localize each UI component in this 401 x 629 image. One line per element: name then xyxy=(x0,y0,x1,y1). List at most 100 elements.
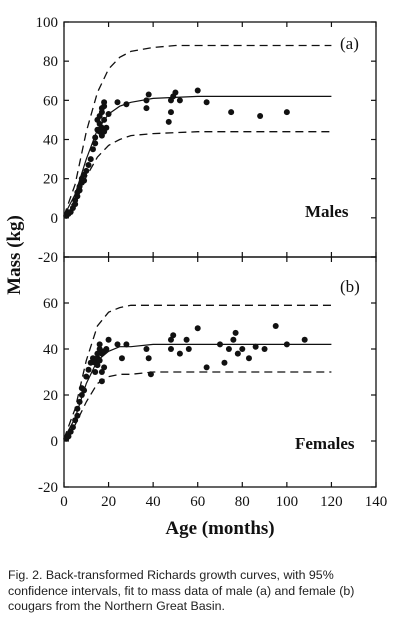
cougar-growth-figure: Mass (kg) Age (months) (a) Males (b) Fem… xyxy=(4,15,388,539)
data-point xyxy=(69,424,76,431)
data-point xyxy=(143,346,150,352)
data-point xyxy=(103,124,110,131)
x-tick-label: 40 xyxy=(146,494,161,510)
data-point xyxy=(78,392,85,398)
data-point xyxy=(101,99,108,106)
data-point xyxy=(103,346,110,352)
panel-a: (a) Males xyxy=(305,34,359,221)
data-point xyxy=(172,89,179,96)
data-point xyxy=(283,341,290,348)
y-tick-label: 40 xyxy=(43,342,58,358)
panel-b-label: (b) xyxy=(340,277,360,296)
data-point xyxy=(176,350,183,357)
data-point xyxy=(83,167,90,174)
data-point xyxy=(283,109,290,116)
x-tick-label: 80 xyxy=(235,494,250,510)
data-point xyxy=(194,87,201,94)
data-point xyxy=(81,387,88,394)
data-point xyxy=(114,341,121,348)
data-point xyxy=(217,341,223,348)
data-point xyxy=(96,346,103,352)
data-point xyxy=(87,156,94,163)
x-tick-label: 0 xyxy=(60,494,68,510)
y-axis-title: Mass (kg) xyxy=(4,215,25,295)
fit-curve xyxy=(63,343,332,439)
y-tick-label: 80 xyxy=(43,54,58,70)
data-point xyxy=(105,111,112,118)
data-point xyxy=(123,341,130,348)
data-point xyxy=(92,140,99,147)
data-point xyxy=(147,371,154,378)
data-point xyxy=(228,109,235,116)
panel-b: (b) Females xyxy=(295,277,360,453)
y-tick-label: 0 xyxy=(51,211,59,227)
data-point xyxy=(89,355,96,362)
data-point xyxy=(98,378,105,385)
figure-caption: Fig. 2. Back-transformed Richards growth… xyxy=(8,568,355,613)
data-point xyxy=(221,359,228,366)
y-tick-label: 60 xyxy=(43,296,58,312)
data-point xyxy=(92,134,99,141)
x-axis-title: Age (months) xyxy=(165,518,274,539)
y-tick-label: -20 xyxy=(38,250,58,266)
data-point xyxy=(143,105,150,112)
panel-b-frame xyxy=(63,256,377,488)
y-tick-label: 20 xyxy=(43,388,58,404)
data-point xyxy=(76,398,83,405)
data-point xyxy=(145,91,152,98)
data-point xyxy=(85,366,92,373)
data-point xyxy=(85,161,92,168)
data-point xyxy=(234,350,241,357)
x-tick-label: 60 xyxy=(190,494,205,510)
data-point xyxy=(257,113,264,119)
y-tick-label: 100 xyxy=(36,15,59,31)
data-point xyxy=(145,355,152,362)
data-point xyxy=(96,357,103,364)
data-point xyxy=(72,417,79,424)
data-point xyxy=(83,373,90,380)
data-point xyxy=(101,364,108,371)
x-tick-label: 120 xyxy=(320,494,343,510)
x-tick-label: 20 xyxy=(101,494,116,510)
data-point xyxy=(92,369,99,375)
fit-curve xyxy=(63,95,332,217)
x-tick-label: 140 xyxy=(365,494,388,510)
data-point xyxy=(94,362,101,369)
data-point xyxy=(225,346,232,352)
data-point xyxy=(167,109,174,116)
panel-a-plot: -20 0 20 40 60 80 100 xyxy=(36,15,377,266)
data-point xyxy=(239,346,246,352)
data-point xyxy=(74,405,81,412)
data-point xyxy=(203,364,210,371)
data-point xyxy=(118,355,125,362)
data-point xyxy=(232,329,239,336)
data-point xyxy=(261,346,268,352)
data-point xyxy=(114,99,121,106)
lower-ci-curve xyxy=(63,371,332,440)
data-point xyxy=(165,118,172,125)
y-tick-label: 20 xyxy=(43,172,58,188)
x-tick-label: 100 xyxy=(276,494,299,510)
data-point xyxy=(101,116,108,123)
data-point xyxy=(87,359,94,366)
data-point xyxy=(81,177,88,184)
data-point xyxy=(94,350,101,357)
data-point xyxy=(185,346,192,352)
upper-ci-curve xyxy=(63,44,332,217)
panel-a-group-label: Males xyxy=(305,202,349,221)
data-point xyxy=(194,325,201,332)
data-point xyxy=(230,336,237,343)
upper-ci-curve xyxy=(63,304,332,439)
data-point xyxy=(96,341,103,348)
data-point xyxy=(203,99,210,106)
data-point xyxy=(252,343,259,350)
data-point xyxy=(67,428,74,435)
data-point xyxy=(65,433,72,440)
data-point xyxy=(167,336,174,343)
data-point xyxy=(176,97,183,104)
data-point xyxy=(123,101,130,108)
panel-a-frame xyxy=(63,21,377,258)
data-point xyxy=(183,336,190,343)
y-tick-label: 40 xyxy=(43,133,58,149)
